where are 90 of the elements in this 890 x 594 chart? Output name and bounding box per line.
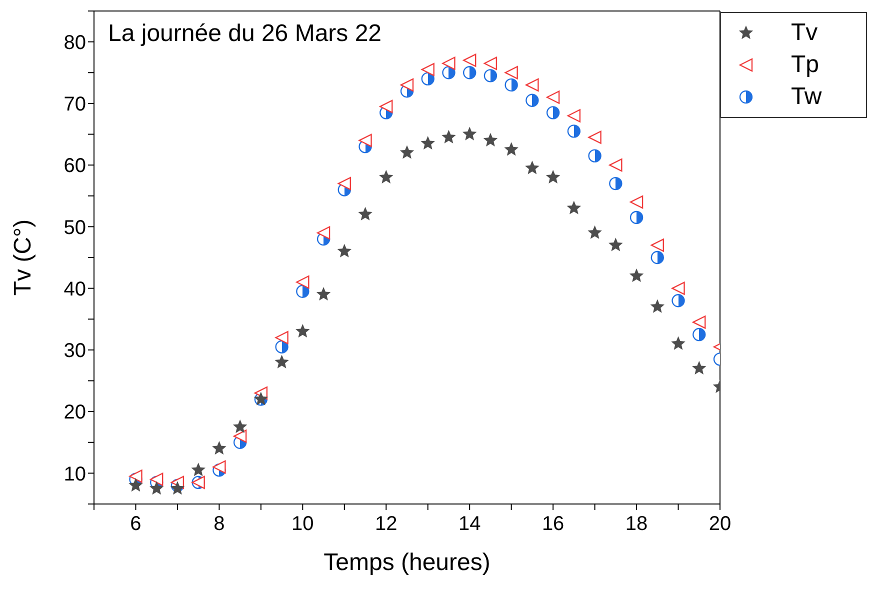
legend-label: Tv (791, 19, 818, 47)
x-tick-label: 10 (292, 513, 314, 536)
point (566, 200, 582, 214)
point (567, 109, 581, 122)
point (212, 441, 226, 455)
point (170, 481, 185, 495)
point (484, 56, 498, 70)
y-tick-label: 60 (64, 155, 86, 178)
point (504, 78, 518, 92)
point (546, 90, 560, 104)
point (588, 225, 602, 239)
y-tick-label: 70 (64, 94, 86, 116)
point (275, 331, 288, 344)
y-tick-label: 50 (64, 216, 86, 239)
point (650, 238, 664, 252)
point (358, 206, 372, 220)
point (650, 299, 665, 313)
x-axis-title: Temps (heures) (324, 549, 490, 576)
point (692, 360, 706, 374)
point (128, 478, 143, 492)
point (483, 132, 498, 146)
point (442, 56, 456, 70)
y-tick-label: 20 (64, 402, 86, 424)
point (609, 176, 622, 190)
point (129, 470, 142, 483)
x-tick-label: 16 (542, 513, 564, 536)
point (442, 130, 456, 144)
y-tick-label: 30 (64, 340, 86, 362)
y-axis-title: Tv (C°) (10, 219, 37, 296)
x-tick-label: 6 (130, 513, 142, 536)
point (692, 328, 706, 342)
point (525, 160, 540, 174)
point (379, 170, 394, 184)
point (672, 282, 685, 295)
point (316, 226, 330, 240)
point (462, 126, 477, 140)
point (630, 195, 644, 209)
point (588, 130, 602, 144)
point (150, 472, 164, 486)
point (588, 149, 602, 162)
x-tick-label: 12 (375, 513, 398, 536)
point (191, 462, 206, 476)
point (212, 460, 226, 474)
point (421, 72, 434, 86)
point (463, 66, 476, 80)
point (421, 62, 434, 76)
point (526, 78, 539, 92)
point (338, 176, 351, 190)
x-tick-label: 8 (214, 513, 225, 536)
point (316, 286, 331, 301)
point (504, 142, 518, 156)
point (608, 238, 623, 252)
point (442, 66, 456, 80)
point (420, 136, 435, 150)
point (671, 336, 686, 350)
point (380, 100, 393, 114)
point (337, 244, 352, 258)
y-tick-label: 80 (64, 32, 86, 54)
point (504, 66, 518, 80)
y-tick-label: 10 (64, 463, 86, 486)
point (358, 134, 372, 148)
point (484, 69, 498, 82)
point (672, 294, 685, 308)
point (546, 170, 560, 184)
y-tick-label: 40 (64, 278, 86, 300)
x-tick-label: 20 (708, 513, 732, 536)
point (275, 340, 288, 354)
x-tick-label: 18 (625, 513, 648, 536)
point (296, 284, 310, 298)
legend-label: Tw (791, 83, 822, 111)
point (629, 268, 644, 282)
x-tick-label: 14 (458, 513, 481, 536)
point (463, 54, 476, 67)
point (567, 124, 581, 138)
point (546, 106, 560, 120)
point (400, 78, 414, 92)
point (274, 354, 289, 368)
point (400, 145, 414, 159)
point (692, 316, 706, 329)
point (526, 94, 539, 107)
point (296, 324, 310, 338)
point (296, 276, 310, 289)
point (232, 419, 248, 434)
point (233, 430, 247, 443)
point (609, 158, 622, 172)
point (650, 250, 664, 264)
legend-label: Tp (791, 51, 820, 79)
point (149, 481, 164, 495)
point (630, 210, 644, 224)
chart-title: La journée du 26 Mars 22 (108, 20, 382, 48)
